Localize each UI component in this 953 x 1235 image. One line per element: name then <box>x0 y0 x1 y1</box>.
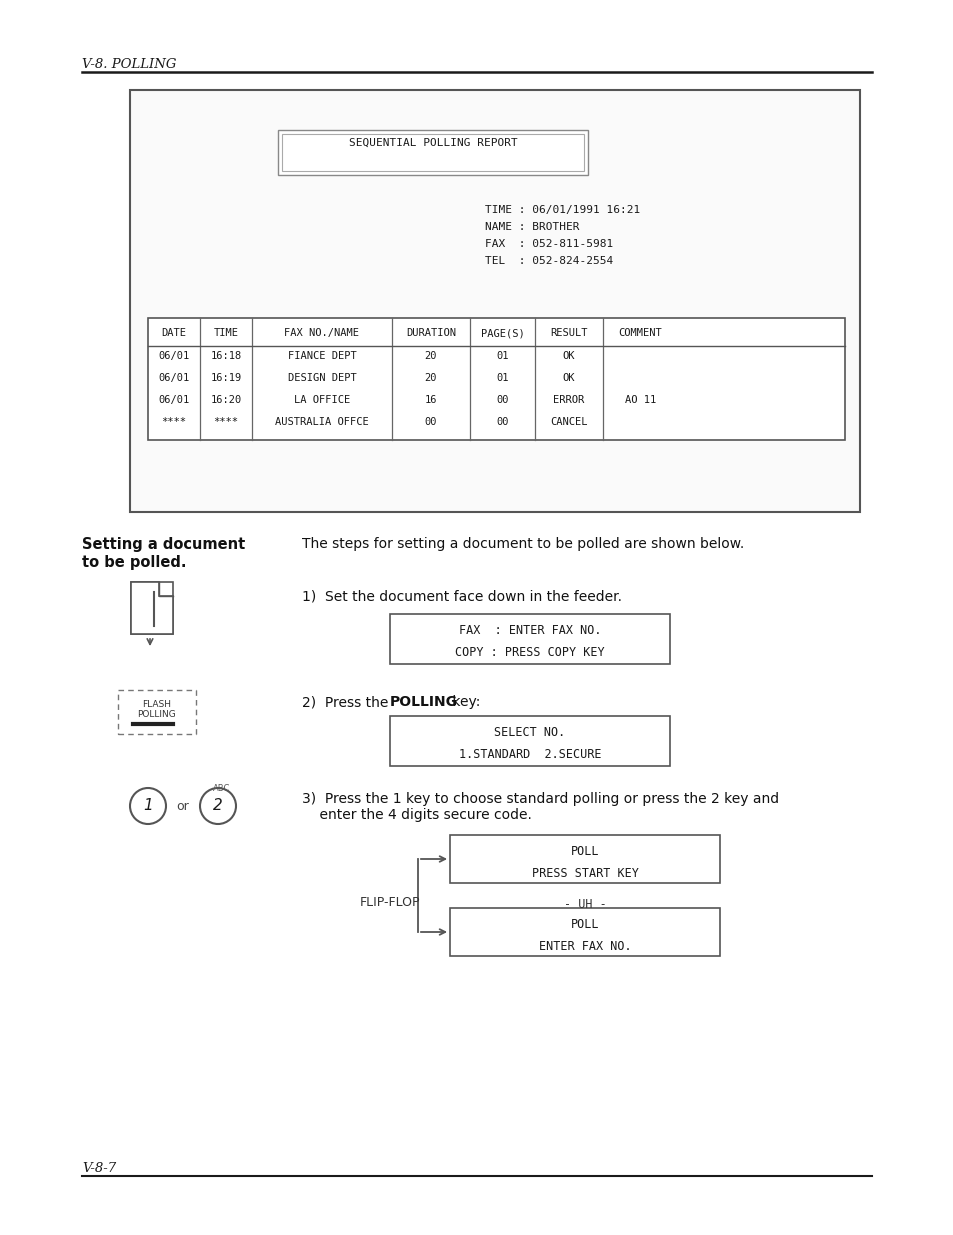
Text: AUSTRALIA OFFCE: AUSTRALIA OFFCE <box>274 417 369 427</box>
Text: OK: OK <box>562 351 575 361</box>
Text: COMMENT: COMMENT <box>618 329 661 338</box>
Text: 3)  Press the 1 key to choose standard polling or press the 2 key and: 3) Press the 1 key to choose standard po… <box>302 792 779 806</box>
Text: V-8. POLLING: V-8. POLLING <box>82 58 176 70</box>
Text: ****: **** <box>213 417 238 427</box>
Text: POLLING: POLLING <box>390 695 457 709</box>
Text: DURATION: DURATION <box>406 329 456 338</box>
Text: ****: **** <box>161 417 186 427</box>
Circle shape <box>130 788 166 824</box>
Circle shape <box>200 788 235 824</box>
Text: V-8-7: V-8-7 <box>82 1162 116 1174</box>
Text: PAGE(S): PAGE(S) <box>480 329 524 338</box>
Bar <box>282 135 583 170</box>
Text: 06/01: 06/01 <box>158 373 190 383</box>
Bar <box>390 614 669 664</box>
Text: NAME : BROTHER: NAME : BROTHER <box>484 222 578 232</box>
Text: ABC: ABC <box>213 784 230 793</box>
Text: key:: key: <box>448 695 480 709</box>
Text: FAX NO./NAME: FAX NO./NAME <box>284 329 359 338</box>
Text: 00: 00 <box>424 417 436 427</box>
Text: FLIP-FLOP: FLIP-FLOP <box>359 897 420 909</box>
Bar <box>390 716 669 766</box>
Text: TIME : 06/01/1991 16:21: TIME : 06/01/1991 16:21 <box>484 205 639 215</box>
Bar <box>131 582 172 634</box>
Text: LA OFFICE: LA OFFICE <box>294 395 350 405</box>
Text: enter the 4 digits secure code.: enter the 4 digits secure code. <box>302 808 532 823</box>
Text: POLLING: POLLING <box>137 710 176 719</box>
Polygon shape <box>131 582 172 634</box>
Text: 06/01: 06/01 <box>158 351 190 361</box>
Text: ERROR: ERROR <box>553 395 584 405</box>
Text: DESIGN DEPT: DESIGN DEPT <box>287 373 356 383</box>
Text: - UH -: - UH - <box>563 898 606 911</box>
Text: 16:20: 16:20 <box>211 395 241 405</box>
Text: ENTER FAX NO.: ENTER FAX NO. <box>538 940 631 953</box>
Bar <box>450 835 720 883</box>
Bar <box>450 908 720 956</box>
Text: 20: 20 <box>424 351 436 361</box>
Text: 16:19: 16:19 <box>211 373 241 383</box>
Text: COPY : PRESS COPY KEY: COPY : PRESS COPY KEY <box>455 646 604 659</box>
Text: 1)  Set the document face down in the feeder.: 1) Set the document face down in the fee… <box>302 590 621 604</box>
Text: 2)  Press the: 2) Press the <box>302 695 393 709</box>
Text: TIME: TIME <box>213 329 238 338</box>
Text: 16:18: 16:18 <box>211 351 241 361</box>
Text: or: or <box>176 799 190 813</box>
Text: RESULT: RESULT <box>550 329 587 338</box>
Text: to be polled.: to be polled. <box>82 555 186 571</box>
Text: POLL: POLL <box>570 845 598 858</box>
Text: AO 11: AO 11 <box>624 395 656 405</box>
Text: FAX  : ENTER FAX NO.: FAX : ENTER FAX NO. <box>458 624 600 637</box>
Text: 1.STANDARD  2.SECURE: 1.STANDARD 2.SECURE <box>458 748 600 761</box>
Text: 2: 2 <box>213 799 223 814</box>
Text: 20: 20 <box>424 373 436 383</box>
Text: POLL: POLL <box>570 918 598 931</box>
Text: Setting a document: Setting a document <box>82 537 245 552</box>
Bar <box>118 690 195 734</box>
Text: SEQUENTIAL POLLING REPORT: SEQUENTIAL POLLING REPORT <box>348 138 517 148</box>
Text: PRESS START KEY: PRESS START KEY <box>531 867 638 881</box>
Text: The steps for setting a document to be polled are shown below.: The steps for setting a document to be p… <box>302 537 743 551</box>
Bar <box>130 90 859 513</box>
Bar <box>148 317 844 440</box>
Text: 06/01: 06/01 <box>158 395 190 405</box>
Text: 16: 16 <box>424 395 436 405</box>
Bar <box>277 130 587 175</box>
Text: SELECT NO.: SELECT NO. <box>494 726 565 739</box>
Text: 00: 00 <box>496 395 508 405</box>
Text: FAX  : 052-811-5981: FAX : 052-811-5981 <box>484 240 613 249</box>
Text: FIANCE DEPT: FIANCE DEPT <box>287 351 356 361</box>
Text: 1: 1 <box>143 799 152 814</box>
Text: 01: 01 <box>496 351 508 361</box>
Text: 01: 01 <box>496 373 508 383</box>
Text: 00: 00 <box>496 417 508 427</box>
Text: CANCEL: CANCEL <box>550 417 587 427</box>
Text: DATE: DATE <box>161 329 186 338</box>
Text: TEL  : 052-824-2554: TEL : 052-824-2554 <box>484 256 613 266</box>
Text: FLASH: FLASH <box>142 700 172 709</box>
Text: OK: OK <box>562 373 575 383</box>
